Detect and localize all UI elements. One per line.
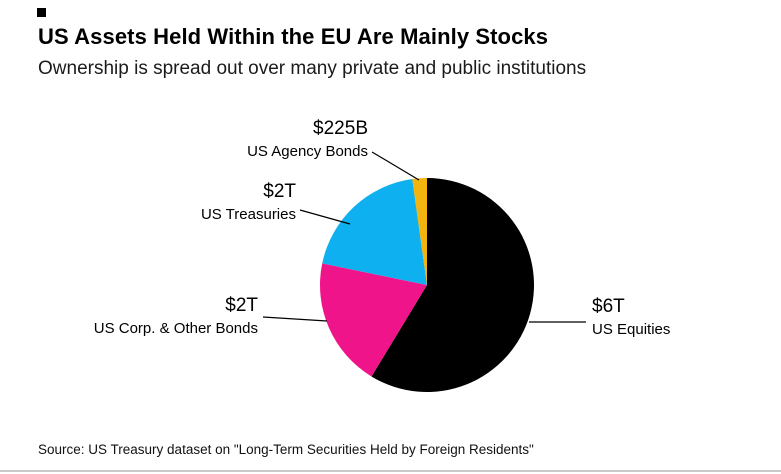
callout-label: US Corp. & Other Bonds [93,320,258,337]
brand-marker [37,8,46,17]
pie-slice-us-treasuries [322,179,427,285]
callout-us-treasuries: $2T US Treasuries [96,181,296,224]
callout-label: US Agency Bonds [247,143,368,160]
callout-value: $225B [313,118,368,139]
callout-value: $2T [263,181,296,202]
chart-subtitle: Ownership is spread out over many privat… [38,58,587,79]
callout-us-equities: $6T US Equities [592,296,772,339]
chart-title: US Assets Held Within the EU Are Mainly … [38,24,549,49]
callout-us-corp-other-bonds: $2T US Corp. & Other Bonds [18,295,258,338]
pie-slices-group [320,178,535,392]
callout-us-agency-bonds: $225B US Agency Bonds [168,118,368,161]
callout-label: US Treasuries [200,206,296,223]
source-note: Source: US Treasury dataset on "Long-Ter… [38,442,534,457]
leader-line-us-corp-other-bonds [262,316,328,322]
callout-label: US Equities [592,321,671,338]
callout-value: $6T [592,296,625,317]
leader-line-us-agency-bonds [371,151,420,181]
callout-value: $2T [225,295,258,316]
leader-line-us-treasuries [299,209,351,225]
bottom-divider [0,470,781,472]
pie-slice-us-equities [371,178,535,392]
pie-slice-us-agency-bonds [412,178,427,285]
pie-slice-us-corp-other-bonds [320,263,427,377]
